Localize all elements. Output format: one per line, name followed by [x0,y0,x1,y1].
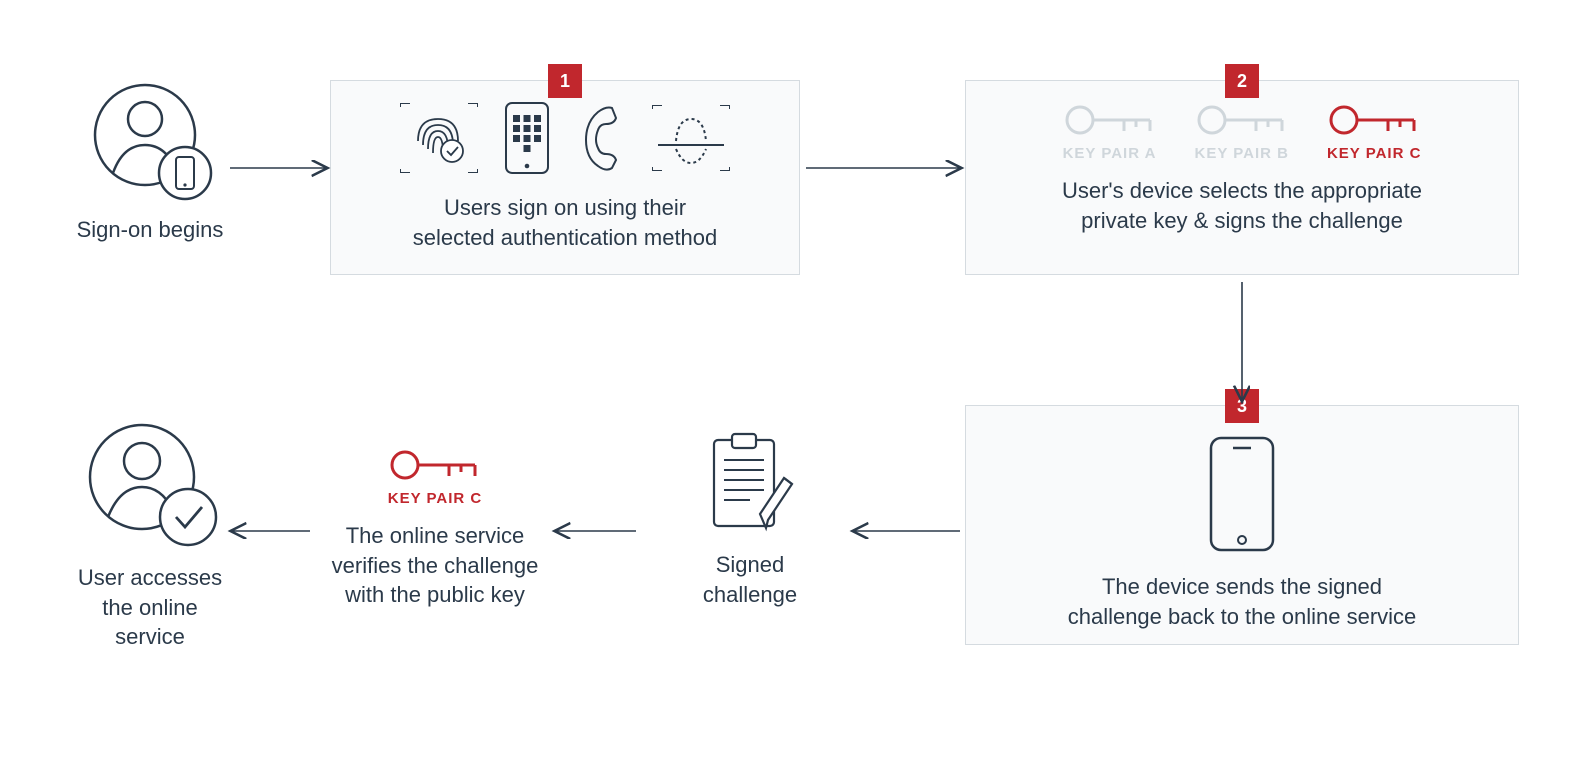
step2-badge: 2 [1225,64,1259,98]
signed-challenge-label: Signed challenge [703,550,797,609]
auth-method-icons [331,101,799,175]
step1-label: Users sign on using their selected authe… [331,193,799,252]
key-icon-a [1064,101,1156,139]
key-icon-b [1196,101,1288,139]
phone-keypad-icon [504,101,550,175]
access-label: User accesses the online service [78,563,222,652]
step3-box: 3 The device sends the signed challenge … [965,405,1519,645]
step2-box: 2 KEY PAIR A KEY PAIR B [965,80,1519,275]
keypair-c: KEY PAIR C [1327,101,1421,162]
clipboard-icon [700,430,800,540]
signed-challenge-l2: challenge [703,582,797,607]
key-icon-c [1328,101,1420,139]
verify-l3: with the public key [345,582,525,607]
faceid-icon [652,105,730,171]
step3-label: The device sends the signed challenge ba… [966,572,1518,631]
verify-keypair-label: KEY PAIR C [388,490,482,507]
phone-call-icon [576,104,626,172]
device-icon [1207,434,1277,554]
step1-box: 1 [330,80,800,275]
verify-node: KEY PAIR C The online service verifies t… [300,446,570,610]
signon-node: Sign-on begins [60,75,240,245]
keys-row: KEY PAIR A KEY PAIR B KEY PAIR C [966,101,1518,162]
access-l3: service [115,624,185,649]
keypair-c-label: KEY PAIR C [1327,145,1421,162]
access-l1: User accesses [78,565,222,590]
user-check-icon [80,415,220,555]
keypair-a: KEY PAIR A [1063,101,1157,162]
keypair-a-label: KEY PAIR A [1063,145,1157,162]
step2-label-l1: User's device selects the appropriate [1062,178,1422,203]
step1-label-l2: selected authentication method [413,225,718,250]
access-node: User accesses the online service [40,415,260,652]
user-phone-icon [85,75,215,205]
step1-label-l1: Users sign on using their [444,195,686,220]
keypair-b-label: KEY PAIR B [1194,145,1288,162]
step1-badge: 1 [548,64,582,98]
signed-challenge-node: Signed challenge [640,430,860,609]
signon-label: Sign-on begins [77,215,224,245]
step2-label: User's device selects the appropriate pr… [966,176,1518,235]
step2-label-l2: private key & signs the challenge [1081,208,1403,233]
verify-l2: verifies the challenge [332,553,539,578]
step3-label-l2: challenge back to the online service [1068,604,1417,629]
keypair-b: KEY PAIR B [1194,101,1288,162]
key-icon-verify [389,446,481,484]
verify-label: The online service verifies the challeng… [332,521,539,610]
signed-challenge-l1: Signed [716,552,785,577]
verify-l1: The online service [346,523,525,548]
access-l2: the online [102,595,197,620]
fingerprint-icon [400,103,478,173]
step3-badge: 3 [1225,389,1259,423]
step3-label-l1: The device sends the signed [1102,574,1382,599]
